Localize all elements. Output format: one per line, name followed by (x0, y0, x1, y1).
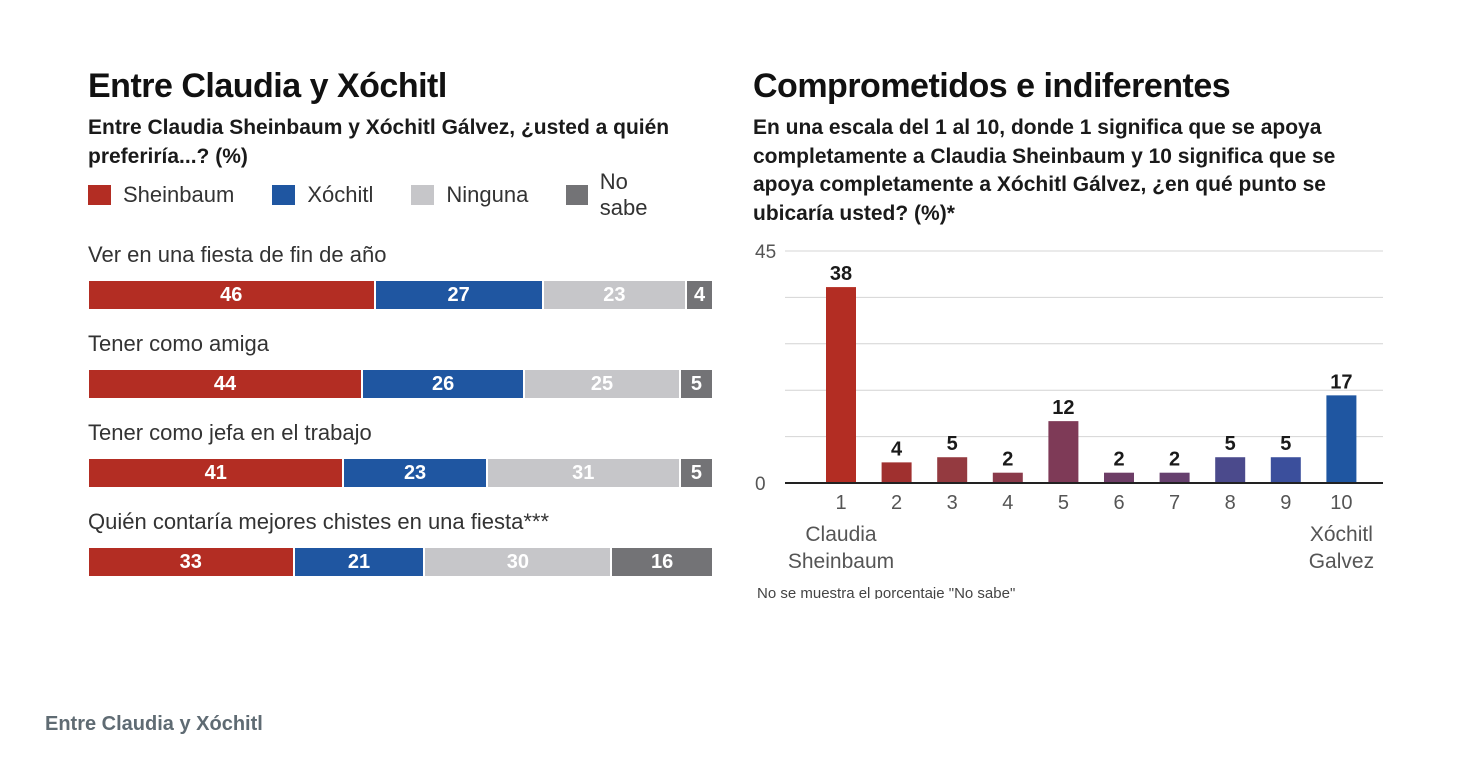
bar-segment-no-sabe: 5 (680, 459, 712, 487)
legend-item: Ninguna (411, 182, 528, 208)
legend-swatch (411, 185, 435, 205)
bar (992, 472, 1023, 483)
data-label: 17 (1330, 371, 1352, 393)
x-tick-label: 2 (891, 492, 902, 514)
bar (1159, 472, 1190, 483)
category-label: Tener como jefa en el trabajo (88, 420, 372, 445)
bar (1104, 472, 1134, 483)
bar-segment-sheinbaum: 46 (89, 281, 376, 309)
y-tick-label: 0 (755, 474, 766, 495)
x-tick-label: 1 (835, 492, 846, 514)
bar-segment-xóchitl: 23 (344, 459, 488, 487)
right-chart-subtitle: En una escala del 1 al 10, donde 1 signi… (753, 116, 1336, 225)
left-chart-title: Entre Claudia y Xóchitl (88, 67, 447, 105)
legend-item: No sabe (566, 169, 676, 221)
stacked-bar: 41 23 31 5 (89, 459, 712, 487)
bar-segment-xóchitl: 21 (294, 548, 426, 576)
legend-swatch (88, 185, 111, 205)
bar-segment-ninguna: 30 (425, 548, 613, 576)
x-tick-label: 8 (1225, 492, 1236, 514)
data-label: 5 (1280, 433, 1291, 455)
bar-segment-sheinbaum: 33 (89, 548, 295, 576)
bar-segment-no-sabe: 5 (680, 370, 712, 398)
category-label: Quién contaría mejores chistes en una fi… (88, 509, 550, 534)
bar (1048, 421, 1079, 483)
legend-label: Ninguna (446, 182, 529, 207)
bar-segment-no-sabe: 4 (687, 281, 712, 309)
bar-segment-no-sabe: 16 (612, 548, 712, 576)
x-tick-label: 5 (1058, 492, 1069, 514)
legend-label: No sabe (599, 169, 648, 220)
right-chart-panel: Comprometidos e indiferentes En una esca… (753, 62, 1393, 599)
bar-segment-ninguna: 31 (487, 459, 681, 487)
image-caption: Entre Claudia y Xóchitl (45, 713, 263, 735)
y-tick-label: 45 (755, 242, 776, 263)
legend-swatch (566, 185, 588, 205)
bar-segment-ninguna: 23 (543, 281, 688, 309)
stacked-bar-row: Ver en una fiesta de fin de año 46 27 23 4 (88, 240, 714, 329)
bar (1215, 457, 1246, 483)
stacked-bar-row: Tener como amiga 44 26 25 5 (88, 329, 714, 418)
legend-swatch (272, 185, 296, 205)
bar-segment-sheinbaum: 44 (89, 370, 364, 398)
stacked-bar: 33 21 30 16 (89, 548, 712, 576)
chart-footnote: No se muestra el porcentaje "No sabe" (757, 585, 1016, 599)
x-tick-label: 9 (1280, 492, 1291, 514)
end-label-left: Claudia Sheinbaum (788, 523, 894, 573)
x-tick-label: 10 (1330, 492, 1352, 514)
data-label: 2 (1113, 449, 1124, 471)
left-chart-subtitle: Entre Claudia Sheinbaum y Xóchitl Gálvez… (88, 116, 670, 168)
legend-item: Xóchitl (272, 182, 373, 208)
x-tick-label: 6 (1113, 492, 1124, 514)
stacked-bar-rows: Ver en una fiesta de fin de año 46 27 23 4 Te… (88, 240, 714, 596)
bar (881, 462, 912, 483)
stacked-bar: 44 26 25 5 (89, 370, 712, 398)
right-chart-title: Comprometidos e indiferentes (753, 67, 1231, 105)
x-tick-label: 7 (1169, 492, 1180, 514)
stacked-bar: 46 27 23 4 (89, 281, 712, 309)
legend-label: Sheinbaum (123, 182, 235, 207)
bar-segment-ninguna: 25 (525, 370, 681, 398)
bar (937, 457, 968, 483)
data-label: 4 (891, 438, 903, 460)
left-chart-panel: Entre Claudia y Xóchitl Entre Claudia Sh… (88, 62, 714, 576)
bar (826, 287, 856, 483)
category-label: Ver en una fiesta de fin de año (88, 242, 387, 267)
bar-segment-sheinbaum: 41 (89, 459, 345, 487)
legend-label: Xóchitl (307, 182, 374, 207)
bar-segment-xóchitl: 27 (375, 281, 544, 309)
scale-bar-chart: 0 45 38 1 4 2 5 3 2 4 12 5 2 6 2 7 5 8 5 9 17 10 Claudia Sheinb… (755, 242, 1383, 573)
bar-segment-xóchitl: 26 (363, 370, 526, 398)
data-label: 5 (1225, 433, 1236, 455)
legend-item: Sheinbaum (88, 182, 234, 208)
stacked-bar-row: Tener como jefa en el trabajo 41 23 31 5 (88, 418, 714, 507)
bar (1270, 457, 1301, 483)
category-label: Tener como amiga (88, 331, 269, 356)
end-label-right: Xóchitl Galvez (1309, 523, 1374, 573)
stacked-bar-row: Quién contaría mejores chistes en una fi… (88, 507, 714, 596)
data-label: 2 (1002, 449, 1013, 471)
stacked-chart-legend: Sheinbaum Xóchitl Ninguna No sabe (88, 169, 714, 220)
data-label: 12 (1052, 397, 1074, 419)
data-label: 5 (947, 433, 958, 455)
x-tick-label: 3 (947, 492, 958, 514)
data-label: 38 (830, 263, 852, 285)
data-label: 2 (1169, 449, 1180, 471)
bar (1326, 395, 1357, 483)
x-tick-label: 4 (1002, 492, 1013, 514)
